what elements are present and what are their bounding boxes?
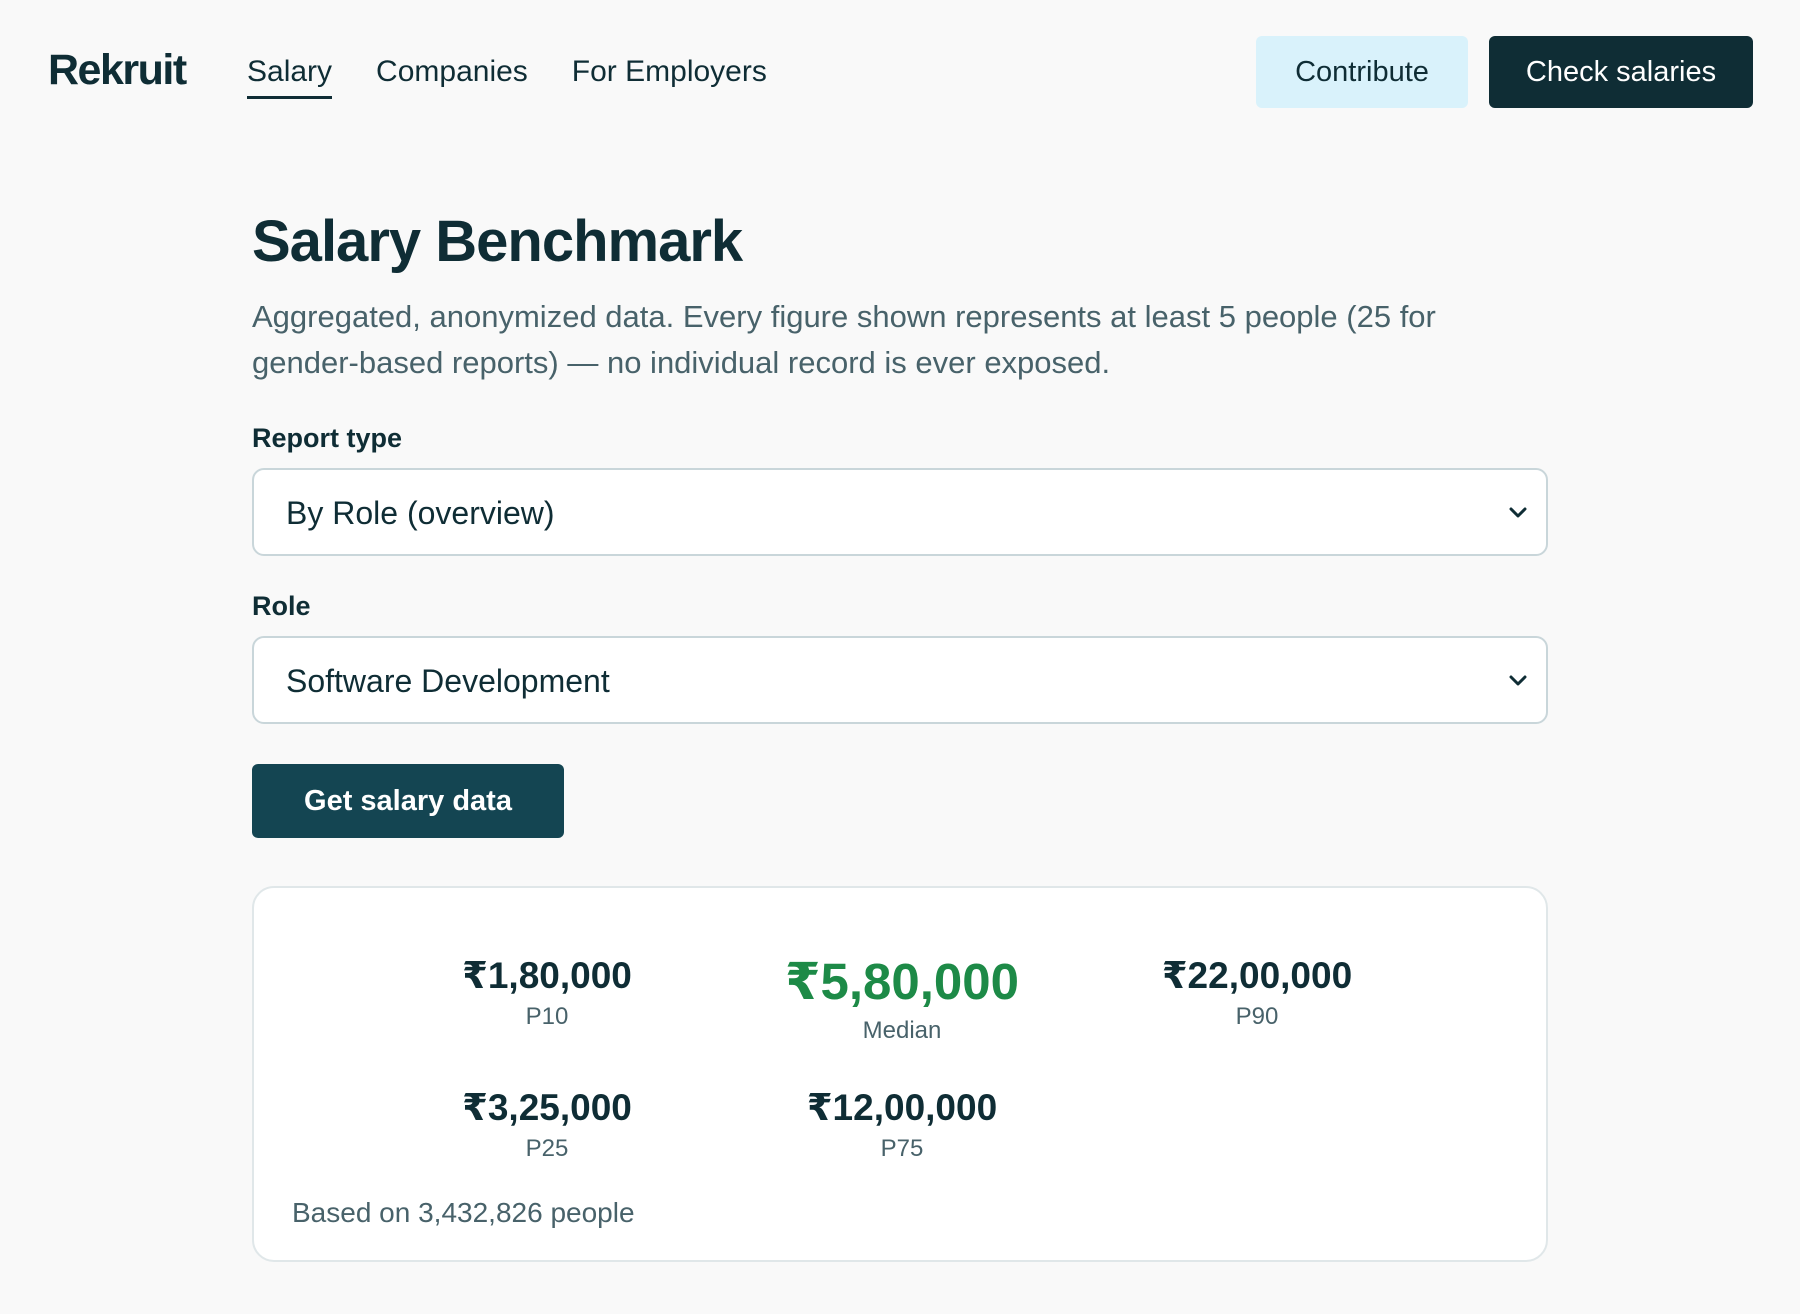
- top-navigation-bar: Rekruit Salary Companies For Employers C…: [0, 0, 1800, 144]
- report-type-group: Report type By Role (overview): [252, 422, 1548, 556]
- stat-p10-label: P10: [525, 1003, 569, 1030]
- stat-p90-label: P90: [1235, 1003, 1279, 1030]
- stat-p25-amount: ₹3,25,000: [462, 1087, 632, 1128]
- role-value: Software Development: [286, 663, 610, 699]
- stat-median: ₹5,80,000 Median: [722, 952, 1082, 1046]
- role-group: Role Software Development: [252, 590, 1548, 724]
- role-select[interactable]: Software Development: [252, 636, 1548, 724]
- nav-item-for-employers[interactable]: For Employers: [571, 55, 767, 88]
- chevron-down-icon: [1509, 507, 1527, 518]
- contribute-button[interactable]: Contribute: [1256, 36, 1468, 108]
- stat-p10: ₹1,80,000 P10: [367, 954, 727, 1032]
- nav-item-salary[interactable]: Salary: [247, 54, 333, 99]
- sample-size-note: Based on 3,432,826 people: [292, 1197, 635, 1228]
- stat-p75: ₹12,00,000 P75: [722, 1086, 1082, 1164]
- stat-p75-label: P75: [880, 1135, 924, 1162]
- report-type-label: Report type: [252, 423, 403, 453]
- stat-p90: ₹22,00,000 P90: [1077, 954, 1437, 1032]
- stat-p25: ₹3,25,000 P25: [367, 1086, 727, 1164]
- main-content: Salary Benchmark Aggregated, anonymized …: [252, 200, 1548, 1262]
- stat-p10-amount: ₹1,80,000: [462, 955, 632, 996]
- stat-p75-amount: ₹12,00,000: [806, 1087, 998, 1128]
- stat-median-amount: ₹5,80,000: [784, 953, 1019, 1010]
- role-label: Role: [252, 591, 311, 621]
- nav-item-companies[interactable]: Companies: [376, 55, 528, 88]
- get-salary-data-button[interactable]: Get salary data: [252, 764, 564, 838]
- main-nav: Salary Companies For Employers: [247, 54, 767, 99]
- page-title: Salary Benchmark: [252, 209, 743, 274]
- salary-results-card: ₹1,80,000 P10 ₹5,80,000 Median ₹22,00,00…: [252, 886, 1548, 1262]
- report-type-value: By Role (overview): [286, 495, 555, 531]
- report-type-select[interactable]: By Role (overview): [252, 468, 1548, 556]
- stat-median-label: Median: [862, 1017, 942, 1044]
- page-description: Aggregated, anonymized data. Every figur…: [252, 299, 1436, 380]
- check-salaries-button[interactable]: Check salaries: [1489, 36, 1753, 108]
- chevron-down-icon: [1509, 675, 1527, 686]
- brand-logo[interactable]: Rekruit: [48, 46, 187, 94]
- stat-p25-label: P25: [525, 1135, 569, 1162]
- stat-p90-amount: ₹22,00,000: [1161, 955, 1353, 996]
